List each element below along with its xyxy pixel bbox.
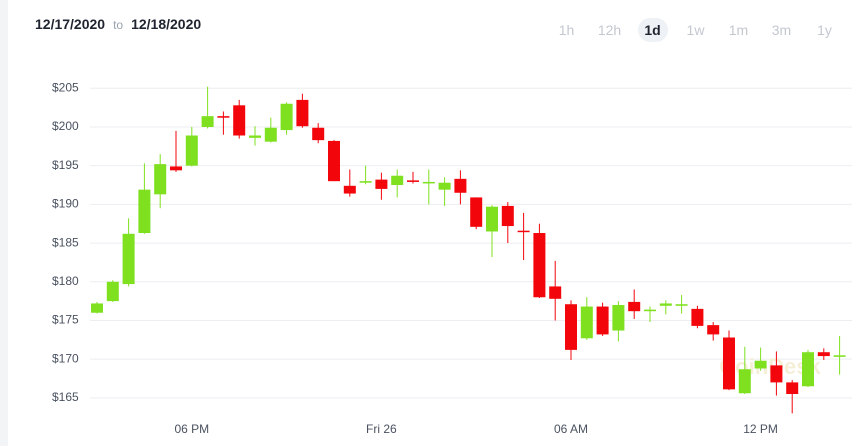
candle-body	[596, 306, 609, 335]
candle-body	[802, 352, 814, 387]
candle-body	[486, 206, 498, 232]
x-tick-label: 06 AM	[554, 422, 588, 436]
range-button[interactable]: 12h	[588, 18, 631, 42]
candle-body	[628, 301, 641, 312]
date-separator: to	[113, 18, 124, 32]
y-tick-label: $185	[52, 235, 79, 249]
candle-body	[501, 205, 514, 227]
candle-body	[391, 175, 404, 186]
candle-body	[817, 352, 830, 357]
y-tick-label: $205	[52, 80, 79, 94]
candle-body	[217, 116, 230, 118]
range-button[interactable]: 1d	[631, 18, 674, 42]
candle-body	[201, 116, 214, 127]
candle-body	[454, 178, 467, 193]
candle-body	[407, 180, 419, 182]
y-tick-label: $190	[52, 197, 79, 211]
candle-body	[328, 140, 340, 182]
candle-body	[470, 197, 483, 227]
range-label: 1w	[686, 22, 705, 38]
candle-body	[138, 189, 151, 234]
candle-body	[549, 286, 562, 299]
range-label: 1h	[558, 22, 575, 38]
x-tick-label: 06 PM	[174, 422, 209, 436]
candle-body	[517, 230, 530, 233]
range-label: 1m	[728, 22, 749, 38]
y-tick-label: $165	[52, 390, 79, 404]
range-label: 1d	[637, 18, 668, 42]
y-tick-label: $175	[52, 313, 79, 327]
candle-body	[249, 135, 261, 138]
y-tick-label: $200	[52, 119, 79, 133]
candle-body	[280, 103, 293, 131]
candle-body	[422, 181, 435, 184]
candle-body	[533, 233, 546, 298]
candle-body	[170, 166, 182, 171]
candle-body	[612, 304, 625, 331]
candle-body	[122, 233, 135, 285]
date-from[interactable]: 12/17/2020	[35, 16, 106, 32]
y-tick-label: $195	[52, 158, 79, 172]
candle-body	[580, 306, 593, 339]
candle-body	[659, 303, 672, 306]
range-button[interactable]: 1h	[545, 18, 588, 42]
y-tick-label: $170	[52, 351, 79, 365]
candle-body	[296, 99, 309, 127]
candle-body	[738, 369, 751, 394]
range-selector: 1h 12h 1d 1w 1m 3m 1y	[545, 18, 846, 42]
candle-body	[264, 127, 277, 142]
candle-body	[644, 309, 656, 312]
date-range: 12/17/2020 to 12/18/2020	[35, 16, 201, 32]
candle-body	[154, 164, 167, 195]
candle-body	[91, 303, 103, 313]
candle-body	[233, 105, 246, 136]
x-tick-label: 12 PM	[743, 422, 778, 436]
candle-body	[691, 308, 704, 326]
candle-body	[707, 325, 720, 335]
candle-body	[770, 365, 783, 383]
date-to[interactable]: 12/18/2020	[131, 16, 202, 32]
range-label: 12h	[597, 22, 622, 38]
range-button[interactable]: 1w	[674, 18, 717, 42]
candle-body	[565, 304, 577, 350]
candle-body	[786, 382, 799, 395]
range-button[interactable]: 1y	[803, 18, 846, 42]
range-button[interactable]: 1m	[717, 18, 760, 42]
candle-body	[833, 355, 846, 357]
candle-body	[106, 281, 119, 302]
range-label: 3m	[771, 22, 792, 38]
candle-body	[375, 179, 388, 189]
edge	[0, 0, 8, 446]
candle-body	[723, 337, 735, 390]
x-tick-label: Fri 26	[366, 422, 397, 436]
candle-body	[754, 360, 767, 369]
candle-body	[312, 127, 325, 141]
candle-body	[185, 135, 198, 166]
candle-body	[343, 185, 356, 194]
y-tick-label: $180	[52, 274, 79, 288]
candle-body	[438, 182, 451, 190]
candle-body	[675, 304, 688, 306]
range-button[interactable]: 3m	[760, 18, 803, 42]
candle-body	[359, 181, 372, 183]
range-label: 1y	[817, 22, 832, 38]
